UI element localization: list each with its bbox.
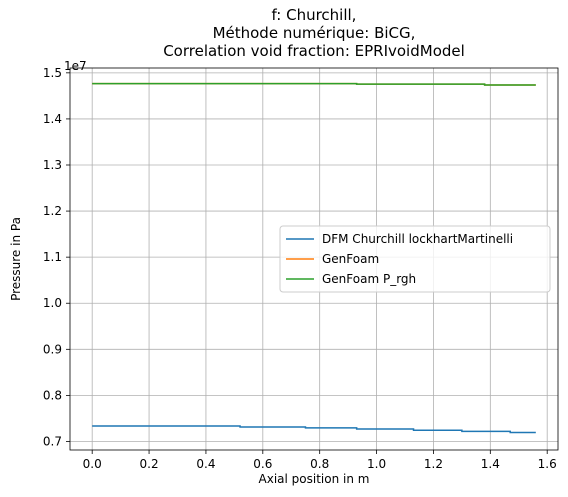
x-tick-label: 1.4 (481, 457, 500, 471)
chart-title-line-2: Méthode numérique: BiCG, (213, 24, 416, 42)
series-line-1 (92, 425, 536, 434)
x-tick-label: 1.0 (367, 457, 386, 471)
y-axis-ticks: 0.7 0.8 0.9 1.0 1.1 1.2 1.3 1.4 1.5 (43, 66, 70, 448)
x-tick-label: 0.2 (140, 457, 159, 471)
y-tick-label: 1.5 (43, 66, 62, 80)
x-tick-label: 0.6 (253, 457, 272, 471)
legend-label: GenFoam P_rgh (322, 272, 416, 286)
legend-label: DFM Churchill lockhartMartinelli (322, 232, 513, 246)
y-tick-label: 0.8 (43, 388, 62, 402)
x-axis-ticks: 0.0 0.2 0.4 0.6 0.8 1.0 1.2 1.4 1.6 (83, 450, 557, 471)
y-tick-label: 1.2 (43, 204, 62, 218)
x-axis-label: Axial position in m (259, 472, 370, 486)
chart-title: f: Churchill,Méthode numérique: BiCG,Cor… (163, 6, 465, 60)
legend: DFM Churchill lockhartMartinelli GenFoam G… (279, 225, 551, 293)
x-tick-label: 1.2 (424, 457, 443, 471)
chart-title-line-1: f: Churchill, (272, 6, 357, 24)
x-tick-label: 0.4 (196, 457, 215, 471)
legend-box (279, 225, 551, 293)
y-tick-label: 0.7 (43, 434, 62, 448)
x-tick-label: 1.6 (538, 457, 557, 471)
series-lines (92, 82, 536, 434)
chart-title-line-3: Correlation void fraction: EPRIvoidModel (163, 42, 465, 60)
y-tick-label: 1.4 (43, 112, 62, 126)
x-tick-label: 0.0 (83, 457, 102, 471)
y-tick-label: 0.9 (43, 342, 62, 356)
x-tick-label: 0.8 (310, 457, 329, 471)
series-line-3 (92, 82, 536, 86)
plot-frame (69, 67, 559, 451)
y-tick-label: 1.0 (43, 296, 62, 310)
y-tick-label: 1.3 (43, 158, 62, 172)
y-offset-label: 1e7 (64, 59, 87, 73)
y-axis-label: Pressure in Pa (9, 217, 23, 301)
legend-label: GenFoam (322, 252, 379, 266)
y-tick-label: 1.1 (43, 250, 62, 264)
